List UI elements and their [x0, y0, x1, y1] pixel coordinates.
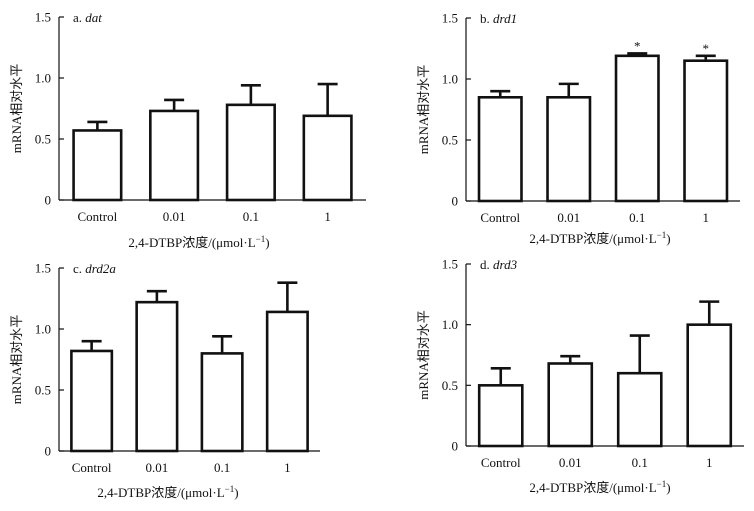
bar-0.1 [225, 103, 276, 202]
bar-0.01 [546, 96, 592, 203]
y-tick-label: 1.0 [35, 322, 51, 337]
chart-panel-drd1: 0 0.5 1.0 1.5 Control 0.01 * 0.1 * 1 b. drd1 mRNA相对… [416, 11, 740, 246]
y-tick-label: 0.5 [35, 383, 51, 398]
x-tick-label: 0.1 [629, 210, 645, 225]
y-tick-label: 0 [452, 439, 459, 454]
y-tick-label: 1.5 [35, 10, 51, 25]
bar-1 [265, 310, 309, 453]
y-tick-label: 1.0 [442, 72, 458, 87]
x-axis-label: 2,4-DTBP浓度/(μmol·L−1) [529, 479, 670, 495]
y-axis-label: mRNA相对水平 [9, 315, 24, 405]
x-tick-label: 1 [706, 455, 713, 470]
panel-title: d. drd3 [480, 257, 518, 272]
x-tick-label: 1 [703, 210, 710, 225]
y-tick-label: 0.5 [35, 132, 51, 147]
panel-title: c. drd2a [73, 261, 116, 276]
x-axis-label: 2,4-DTBP浓度/(μmol·L−1) [97, 484, 238, 500]
bar-0.1 [616, 371, 663, 448]
bar-0.1 [614, 54, 660, 203]
significance-marker: * [634, 38, 641, 53]
y-tick-label: 1.5 [35, 261, 51, 276]
x-tick-label: 0.1 [243, 209, 259, 224]
x-tick-label: Control [78, 209, 118, 224]
bar-Control [477, 96, 523, 203]
y-tick-label: 1.0 [442, 317, 458, 332]
x-tick-label: 0.01 [163, 209, 186, 224]
panel-title: a. dat [73, 10, 102, 25]
y-tick-label: 0 [45, 193, 52, 208]
y-tick-label: 0 [45, 444, 52, 459]
y-tick-label: 0.5 [442, 133, 458, 148]
x-axis-label: 2,4-DTBP浓度/(μmol·L−1) [128, 234, 269, 250]
bar-0.01 [149, 109, 200, 202]
y-tick-label: 0 [452, 194, 459, 209]
significance-marker: * [703, 41, 710, 56]
bar-0.01 [135, 300, 179, 453]
y-axis-label: mRNA相对水平 [9, 64, 24, 154]
y-tick-label: 1.5 [442, 257, 458, 272]
x-tick-label: 1 [324, 209, 331, 224]
bar-Control [72, 129, 123, 202]
x-tick-label: 0.01 [146, 460, 169, 475]
panel-title: b. drd1 [480, 11, 517, 26]
x-axis-label: 2,4-DTBP浓度/(μmol·L−1) [529, 230, 670, 246]
bar-Control [70, 349, 114, 453]
x-tick-label: Control [72, 460, 112, 475]
bar-Control [477, 384, 524, 448]
y-tick-label: 1.5 [442, 11, 458, 26]
x-tick-label: Control [480, 210, 520, 225]
x-tick-label: 0.1 [214, 460, 230, 475]
x-tick-label: 0.01 [559, 455, 582, 470]
x-tick-label: 1 [284, 460, 291, 475]
bar-0.01 [547, 362, 594, 448]
y-tick-label: 1.0 [35, 71, 51, 86]
bar-1 [683, 59, 729, 203]
chart-panel-drd2a: 0 0.5 1.0 1.5 Control 0.01 0.1 1 c. drd2a mRNA相对水… [9, 261, 320, 500]
chart-panel-dat: 0 0.5 1.0 1.5 Control 0.01 0.1 1 a. dat mRNA相对水平 2… [9, 10, 366, 250]
x-tick-label: 0.1 [632, 455, 648, 470]
y-axis-label: mRNA相对水平 [416, 65, 431, 155]
bar-1 [302, 114, 353, 202]
y-axis-label: mRNA相对水平 [416, 310, 431, 400]
chart-panel-drd3: 0 0.5 1.0 1.5 Control 0.01 0.1 1 d. drd3 mRNA相对水平… [416, 257, 744, 495]
bar-1 [686, 323, 733, 448]
y-tick-label: 0.5 [442, 378, 458, 393]
x-tick-label: 0.01 [557, 210, 580, 225]
bar-0.1 [200, 352, 244, 453]
x-tick-label: Control [481, 455, 521, 470]
